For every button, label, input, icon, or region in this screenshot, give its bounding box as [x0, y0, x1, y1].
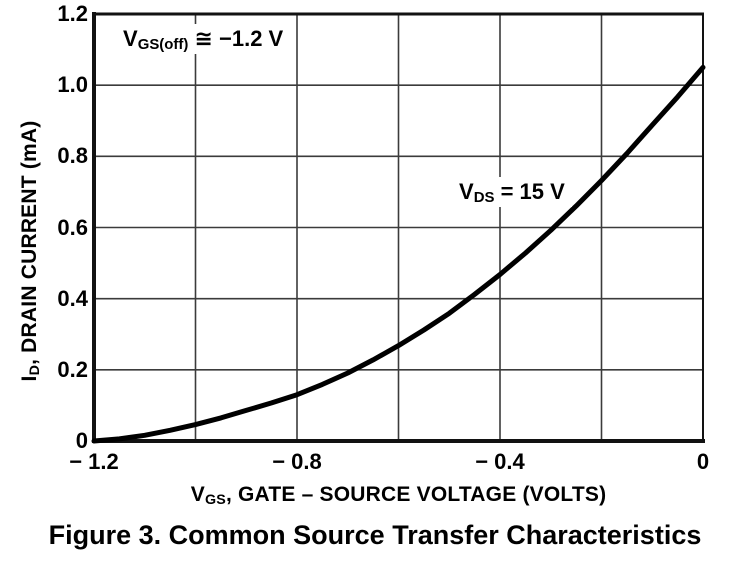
annotation-vgs-off-value: ≅ −1.2 V: [188, 26, 284, 51]
x-axis-symbol-subscript: GS: [204, 492, 226, 509]
x-axis-symbol: V: [190, 483, 205, 506]
gridlines: [94, 14, 703, 441]
y-tick-label: 0.6: [57, 214, 88, 240]
y-axis-symbol-subscript: D: [27, 364, 44, 376]
y-tick-label: 1.0: [57, 72, 88, 98]
y-tick-label: 0.4: [57, 285, 88, 311]
y-tick-label: 0.8: [57, 143, 88, 169]
figure-caption: Figure 3. Common Source Transfer Charact…: [48, 520, 702, 550]
annotation-vds: VDS = 15 V: [452, 177, 572, 207]
y-axis-symbol: I: [18, 375, 41, 382]
x-tick-label: − 1.2: [69, 449, 119, 474]
y-tick-label: 0: [75, 428, 88, 453]
annotation-vgs-off-subscript: GS(off): [137, 36, 189, 54]
annotation-vds-value: = 15 V: [494, 179, 565, 204]
annotation-vgs-off-symbol: V: [123, 26, 138, 51]
x-tick-label: 0: [696, 449, 710, 474]
y-axis-title-text: , DRAIN CURRENT (mA): [18, 120, 41, 365]
annotation-vds-symbol: V: [459, 179, 474, 204]
y-tick-label: 0.2: [57, 356, 88, 382]
plot-frame: [92, 12, 705, 443]
x-axis-title: VGS, GATE – SOURCE VOLTAGE (VOLTS): [94, 483, 703, 507]
id-vgs-curve: [91, 64, 706, 444]
y-axis-title: ID, DRAIN CURRENT (mA): [18, 120, 44, 382]
annotation-vds-subscript: DS: [473, 189, 495, 207]
x-axis-title-text: , GATE – SOURCE VOLTAGE (VOLTS): [225, 483, 607, 506]
x-tick-label: − 0.8: [272, 449, 322, 474]
annotation-vgs-off: VGS(off) ≅ −1.2 V: [116, 24, 291, 54]
y-tick-label: 1.2: [57, 1, 88, 26]
x-tick-label: − 0.4: [475, 449, 525, 474]
